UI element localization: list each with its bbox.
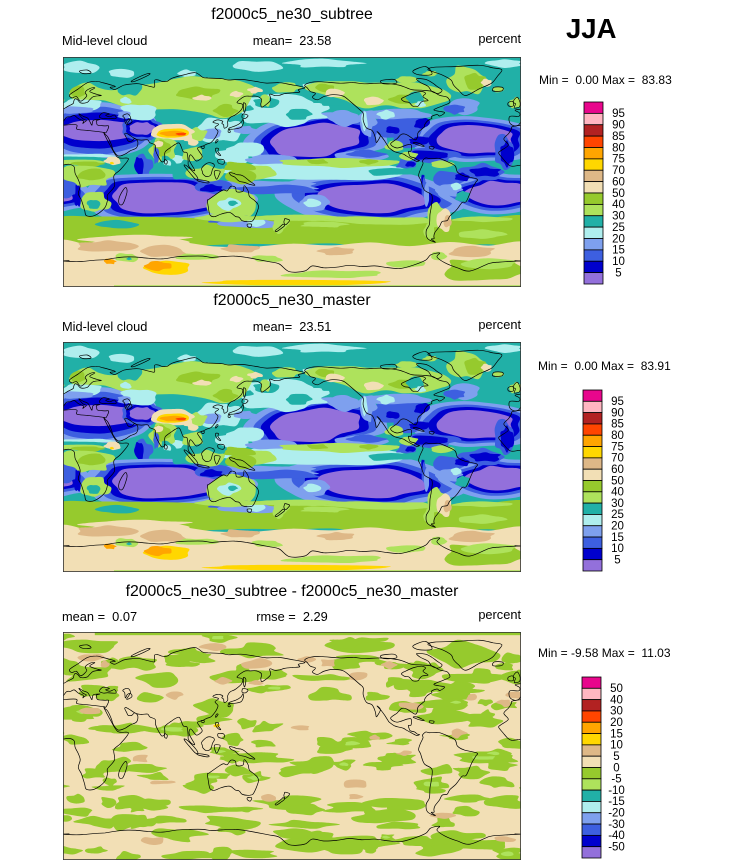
svg-text:90: 90	[612, 120, 625, 132]
svg-text:60: 60	[612, 176, 625, 188]
svg-text:0: 0	[613, 762, 619, 774]
svg-text:5: 5	[613, 751, 619, 763]
svg-text:85: 85	[611, 419, 624, 431]
svg-text:70: 70	[612, 165, 625, 177]
svg-text:30: 30	[610, 706, 623, 718]
svg-text:20: 20	[612, 233, 625, 245]
svg-text:-10: -10	[608, 785, 625, 797]
svg-text:15: 15	[610, 728, 623, 740]
svg-text:60: 60	[611, 464, 624, 476]
svg-text:5: 5	[615, 267, 621, 279]
svg-text:40: 40	[612, 199, 625, 211]
svg-text:30: 30	[611, 498, 624, 510]
svg-text:15: 15	[611, 532, 624, 544]
svg-text:80: 80	[612, 142, 625, 154]
svg-text:-15: -15	[608, 796, 625, 808]
svg-text:25: 25	[612, 222, 625, 234]
svg-text:85: 85	[612, 131, 625, 143]
svg-text:80: 80	[611, 430, 624, 442]
svg-text:50: 50	[611, 475, 624, 487]
svg-text:75: 75	[611, 441, 624, 453]
svg-text:10: 10	[610, 740, 623, 752]
svg-text:40: 40	[611, 487, 624, 499]
svg-text:15: 15	[612, 245, 625, 257]
svg-text:-40: -40	[608, 830, 625, 842]
svg-text:50: 50	[612, 188, 625, 200]
svg-text:90: 90	[611, 407, 624, 419]
svg-text:30: 30	[612, 211, 625, 223]
svg-text:-50: -50	[608, 842, 625, 854]
svg-text:-20: -20	[608, 808, 625, 820]
svg-text:20: 20	[611, 521, 624, 533]
svg-text:20: 20	[610, 717, 623, 729]
svg-text:40: 40	[610, 694, 623, 706]
svg-text:70: 70	[611, 453, 624, 465]
svg-text:25: 25	[611, 509, 624, 521]
svg-text:50: 50	[610, 683, 623, 695]
svg-text:95: 95	[611, 396, 624, 408]
svg-text:-5: -5	[611, 774, 621, 786]
svg-text:5: 5	[614, 555, 620, 567]
svg-text:10: 10	[612, 256, 625, 268]
svg-text:75: 75	[612, 154, 625, 166]
svg-text:-30: -30	[608, 819, 625, 831]
svg-text:95: 95	[612, 108, 625, 120]
svg-text:10: 10	[611, 543, 624, 555]
